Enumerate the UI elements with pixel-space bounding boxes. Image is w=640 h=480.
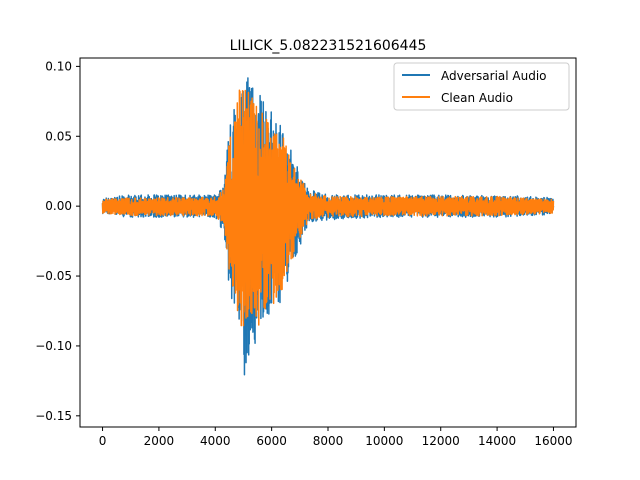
clean-audio-line (101, 89, 555, 327)
x-tick-label: 8000 (313, 434, 344, 448)
y-tick-label: −0.10 (35, 339, 72, 353)
x-tick-label: 14000 (478, 434, 516, 448)
x-tick-label: 4000 (200, 434, 231, 448)
x-tick-label: 10000 (365, 434, 403, 448)
x-tick-label: 0 (99, 434, 107, 448)
y-tick-label: 0.05 (45, 129, 72, 143)
y-tick-label: 0.00 (45, 199, 72, 213)
legend-label-adversarial: Adversarial Audio (441, 69, 547, 83)
y-tick-label: −0.15 (35, 409, 72, 423)
y-tick-label: 0.10 (45, 59, 72, 73)
x-tick-label: 16000 (534, 434, 572, 448)
legend: Adversarial Audio Clean Audio (393, 62, 570, 111)
x-tick-label: 2000 (144, 434, 175, 448)
legend-box (393, 62, 570, 111)
chart-title: LILICK_5.082231521606445 (230, 38, 427, 54)
y-tick-label: −0.05 (35, 269, 72, 283)
series-layer (101, 77, 555, 376)
axes-layer: 0 2000 4000 6000 8000 10000 12000 14000 16000 −0.… (35, 59, 572, 448)
x-tick-label: 6000 (256, 434, 287, 448)
x-tick-label: 12000 (422, 434, 460, 448)
legend-label-clean: Clean Audio (441, 91, 513, 105)
plot-frame (79, 57, 577, 428)
